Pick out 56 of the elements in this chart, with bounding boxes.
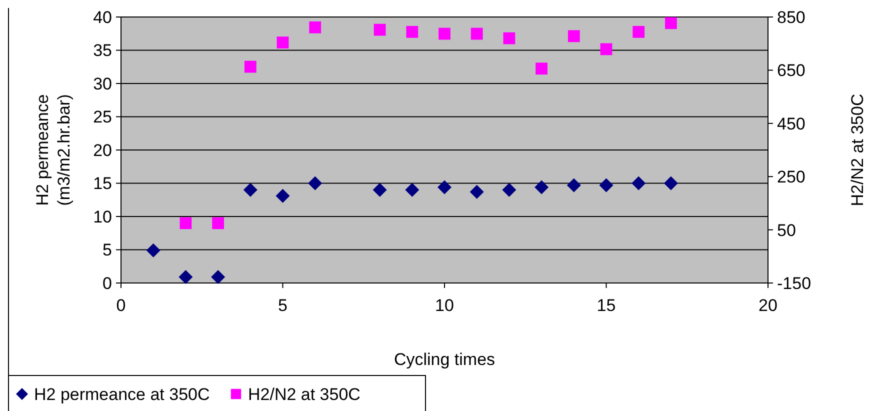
point <box>503 32 516 44</box>
y-tick-label: 20 <box>93 140 112 160</box>
point <box>664 176 678 190</box>
point <box>276 188 290 203</box>
x-tick-label: 10 <box>435 296 454 315</box>
y2-tick-label: 650 <box>777 61 806 80</box>
point <box>243 182 258 197</box>
point <box>276 36 289 48</box>
y2-tick-label: 450 <box>777 114 806 134</box>
y-tick-label: 10 <box>93 207 112 226</box>
x-tick-label: 0 <box>116 296 126 315</box>
y-tick-label: 0 <box>102 274 112 293</box>
point <box>372 182 387 197</box>
point <box>665 17 677 30</box>
y2-axis-title: H2/N2 at 350C <box>848 94 867 206</box>
point <box>438 180 452 194</box>
legend-label: H2 permeance at 350C <box>34 384 210 404</box>
point <box>600 43 612 56</box>
point <box>374 24 386 36</box>
x-tick-label: 5 <box>278 296 288 315</box>
x-tick-label: 20 <box>758 296 778 315</box>
point <box>470 184 484 199</box>
point <box>568 30 580 42</box>
x-axis-title: Cycling times <box>394 350 496 369</box>
y2-tick-label: 850 <box>777 8 806 27</box>
point <box>308 176 322 190</box>
point <box>502 182 516 197</box>
point <box>534 180 549 194</box>
y-tick-label: 35 <box>93 41 112 60</box>
y-tick-label: 5 <box>102 240 112 260</box>
point <box>536 62 548 75</box>
point <box>180 217 192 230</box>
point <box>405 182 420 197</box>
x-tick-label: 15 <box>596 296 616 315</box>
y2-tick-label: -150 <box>777 274 812 293</box>
point <box>146 243 160 258</box>
point <box>470 28 483 40</box>
point <box>178 270 193 284</box>
y2-tick-label: 250 <box>777 168 806 187</box>
point <box>309 21 322 34</box>
point <box>212 217 224 230</box>
legend-label: H2/N2 at 350C <box>248 384 360 404</box>
y-tick-label: 15 <box>93 174 112 194</box>
point <box>211 270 226 284</box>
y-tick-label: 40 <box>93 8 112 27</box>
point <box>632 26 645 38</box>
point <box>566 178 581 192</box>
y2-tick-label: 50 <box>777 220 796 240</box>
point <box>244 60 256 73</box>
point <box>599 178 614 192</box>
point <box>406 26 418 38</box>
point <box>438 28 450 40</box>
point <box>632 176 646 190</box>
y-tick-label: 30 <box>93 74 112 94</box>
y-axis-title: H2 permeance (m3/m2.hr.bar) <box>33 94 74 206</box>
y-tick-label: 25 <box>93 108 112 127</box>
